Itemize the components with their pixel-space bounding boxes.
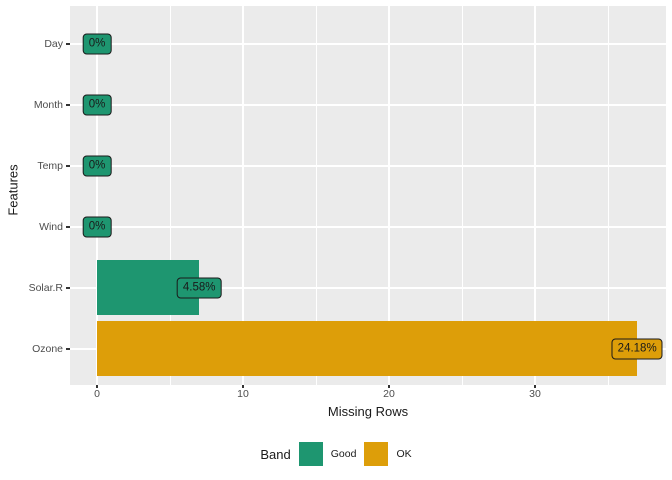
x-tick-label-0: 0	[94, 388, 100, 400]
gridline-horizontal	[70, 103, 666, 106]
legend: Band Good OK	[0, 441, 672, 467]
y-tick-label-month: Month	[33, 98, 63, 111]
x-tick-label-10: 10	[237, 388, 249, 400]
x-tick-mark	[534, 385, 536, 388]
bar-label-temp: 0%	[82, 155, 112, 177]
gridline-vertical-major	[388, 6, 390, 385]
bar-ozone	[97, 321, 638, 376]
legend-label-ok: OK	[396, 448, 412, 460]
y-tick-label-ozone: Ozone	[32, 342, 63, 355]
gridline-vertical-major	[534, 6, 536, 385]
gridline-horizontal	[70, 43, 666, 45]
bar-label-wind: 0%	[82, 216, 112, 238]
bar-label-day: 0%	[82, 33, 112, 55]
legend-title: Band	[260, 446, 291, 462]
y-tick-mark	[66, 347, 70, 350]
x-tick-mark	[242, 385, 244, 388]
legend-label-good: Good	[330, 448, 357, 460]
x-tick-mark	[388, 385, 390, 388]
gridline-vertical-minor	[315, 6, 317, 385]
gridline-horizontal	[70, 164, 666, 167]
legend-swatch-ok	[364, 442, 389, 466]
bar-label-ozone: 24.18%	[611, 338, 663, 359]
y-tick-mark	[66, 164, 70, 167]
y-tick-label-day: Day	[44, 38, 63, 50]
legend-swatch-good	[298, 442, 323, 466]
gridline-vertical-major	[242, 6, 244, 385]
gridline-vertical-major	[96, 6, 98, 385]
gridline-horizontal	[70, 286, 666, 289]
bar-label-solarr: 4.58%	[176, 277, 222, 299]
y-tick-mark	[66, 286, 70, 289]
y-tick-label-temp: Temp	[37, 159, 63, 172]
y-tick-mark	[66, 225, 70, 228]
y-tick-label-wind: Wind	[39, 220, 63, 233]
gridline-vertical-minor	[169, 6, 171, 385]
x-axis-title: Missing Rows	[327, 404, 409, 419]
x-tick-label-30: 30	[529, 388, 541, 400]
y-tick-mark	[66, 103, 70, 106]
gridline-horizontal	[70, 225, 666, 228]
plot-panel: 0% 0% 0% 0% 4.58% 24.18%	[70, 6, 666, 385]
y-tick-mark	[66, 43, 70, 45]
y-tick-label-solarr: Solar.R	[28, 281, 63, 294]
gridline-vertical-minor	[461, 6, 463, 385]
x-tick-mark	[96, 385, 98, 388]
x-tick-label-20: 20	[383, 388, 395, 400]
gridline-vertical-minor	[607, 6, 609, 385]
bar-label-month: 0%	[82, 94, 112, 116]
